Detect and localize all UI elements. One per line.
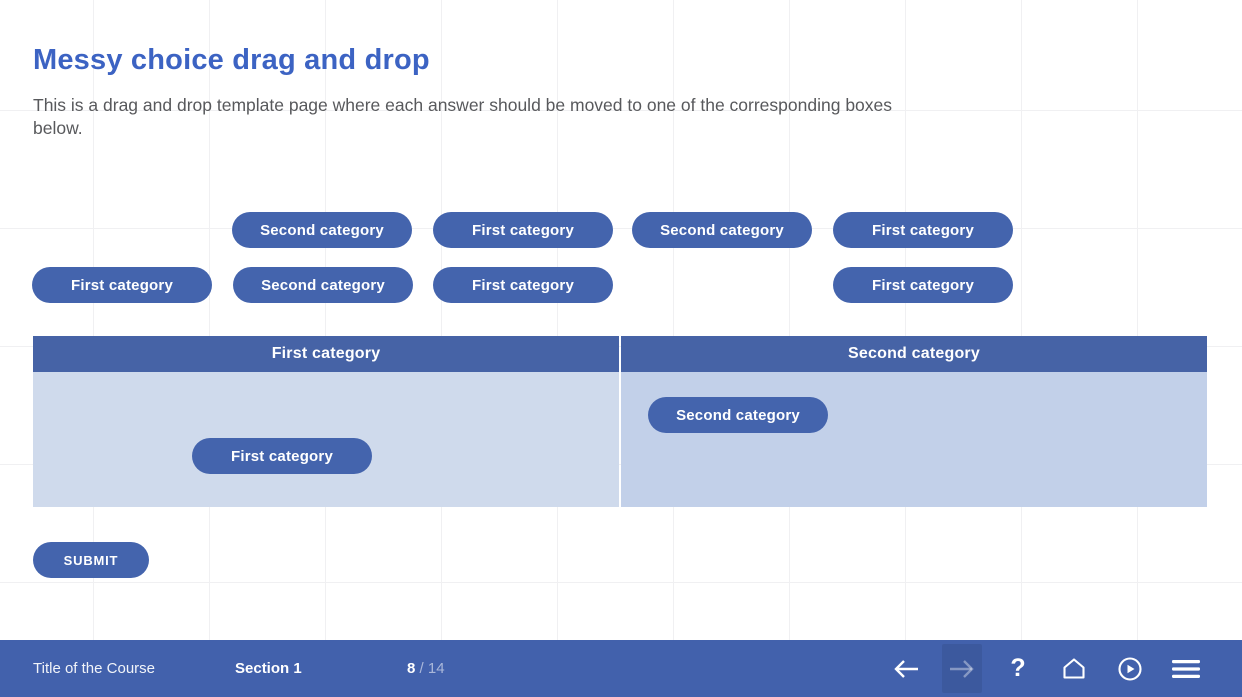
help-button[interactable]: ?: [998, 644, 1038, 693]
page-separator: /: [419, 660, 424, 677]
play-circle-icon: [1117, 656, 1143, 682]
drag-item-placed[interactable]: First category: [192, 438, 372, 474]
home-button[interactable]: [1054, 644, 1094, 693]
page-total: 14: [427, 660, 445, 677]
forward-button[interactable]: [942, 644, 982, 693]
drag-item[interactable]: First category: [833, 212, 1013, 248]
hamburger-menu-icon: [1172, 659, 1200, 679]
footer-bar: Title of the Course Section 1 8 / 14 ?: [0, 640, 1242, 697]
drag-item[interactable]: First category: [433, 267, 613, 303]
submit-button[interactable]: SUBMIT: [33, 542, 149, 578]
drop-zone-first-category: First category First category: [33, 336, 619, 507]
footer-nav: ?: [886, 640, 1206, 697]
drop-zone-second-category: Second category Second category: [621, 336, 1207, 507]
drag-item[interactable]: Second category: [632, 212, 812, 248]
drag-item[interactable]: First category: [32, 267, 212, 303]
drag-item[interactable]: Second category: [232, 212, 412, 248]
play-button[interactable]: [1110, 644, 1150, 693]
page-counter: 8 / 14: [407, 640, 445, 697]
drop-zone-header: First category: [33, 336, 619, 372]
drop-zone-body[interactable]: First category: [33, 372, 619, 507]
home-icon: [1061, 656, 1087, 681]
section-label: Section 1: [235, 660, 302, 677]
forward-arrow-icon: [948, 657, 976, 681]
course-title: Title of the Course: [33, 660, 155, 677]
drag-item-placed[interactable]: Second category: [648, 397, 828, 433]
drag-item[interactable]: First category: [433, 212, 613, 248]
back-arrow-icon: [892, 657, 920, 681]
page-current: 8: [407, 660, 416, 677]
menu-button[interactable]: [1166, 644, 1206, 693]
help-icon: ?: [1010, 654, 1026, 682]
drop-zone-header: Second category: [621, 336, 1207, 372]
page-title: Messy choice drag and drop: [33, 44, 430, 76]
back-button[interactable]: [886, 644, 926, 693]
drag-item[interactable]: First category: [833, 267, 1013, 303]
drop-zone-table: First category First category Second cat…: [33, 336, 1207, 507]
drag-item[interactable]: Second category: [233, 267, 413, 303]
page-description: This is a drag and drop template page wh…: [33, 95, 893, 139]
drop-zone-body[interactable]: Second category: [621, 372, 1207, 507]
